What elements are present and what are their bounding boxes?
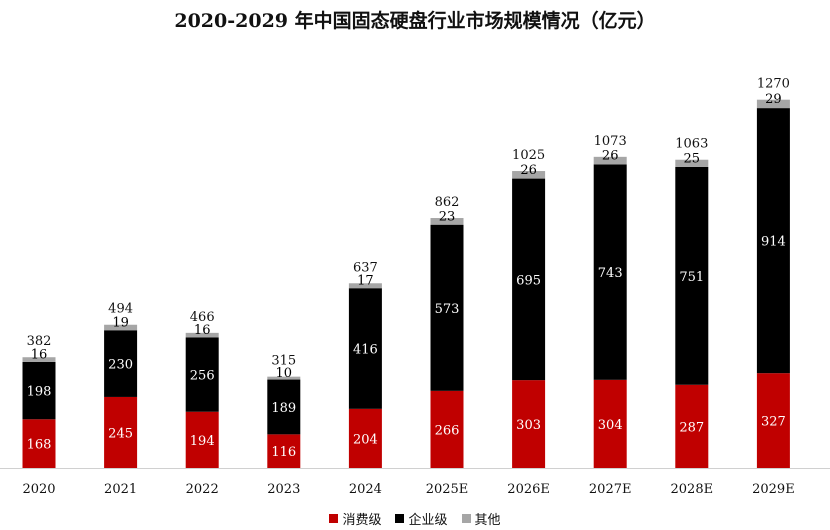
bar-segment-2025E-2: [430, 218, 464, 225]
legend-item-consumer: 消费级: [329, 509, 381, 528]
legend-label-other: 其他: [474, 513, 501, 528]
total-label-2022: 466: [190, 310, 215, 325]
data-label-2029E-0: 327: [761, 415, 786, 430]
bar-segment-2023-2: [267, 376, 301, 380]
data-label-2025E-1: 573: [435, 302, 460, 317]
data-label-2025E-2: 23: [439, 209, 456, 224]
total-label-2028E: 1063: [675, 137, 708, 152]
data-label-2028E-2: 25: [684, 151, 701, 166]
bar-segment-2023-0: [267, 434, 301, 468]
bar-segment-2022-0: [185, 411, 219, 468]
data-label-2029E-1: 914: [761, 235, 786, 250]
x-tick-label-2021: 2021: [104, 482, 137, 497]
x-tick-label-2024: 2024: [349, 482, 382, 497]
total-label-2025E: 862: [435, 195, 460, 210]
data-label-2028E-0: 287: [679, 420, 704, 435]
bar-segment-2027E-0: [593, 379, 627, 468]
x-tick-label-2028E: 2028E: [671, 482, 714, 497]
data-label-2026E-0: 303: [516, 418, 541, 433]
legend-swatch-other: [461, 514, 471, 523]
bar-segment-2026E-2: [512, 171, 546, 179]
data-label-2027E-0: 304: [598, 418, 623, 433]
bar-segment-2023-1: [267, 379, 301, 435]
data-label-2028E-1: 751: [679, 270, 704, 285]
data-label-2022-2: 16: [194, 323, 211, 338]
data-label-2025E-0: 266: [435, 423, 460, 438]
bar-segment-2024-0: [348, 408, 382, 468]
bar-segment-2024-2: [348, 283, 382, 289]
total-label-2024: 637: [353, 260, 378, 275]
bar-segment-2020-2: [22, 357, 56, 362]
bar-segment-2020-0: [22, 419, 56, 468]
legend-item-enterprise: 企业级: [395, 509, 448, 528]
bar-segment-2029E-0: [756, 373, 790, 468]
total-label-2020: 382: [27, 334, 52, 349]
data-label-2021-2: 19: [112, 315, 129, 330]
bar-segment-2029E-1: [756, 108, 790, 374]
bar-segment-2028E-2: [675, 159, 709, 167]
data-label-2021-1: 230: [108, 358, 133, 373]
x-tick-label-2022: 2022: [186, 482, 219, 497]
legend-label-consumer: 消费级: [342, 513, 382, 528]
bar-segment-2025E-1: [430, 224, 464, 391]
bar-segment-2021-0: [104, 396, 138, 468]
total-label-2023: 315: [271, 354, 296, 369]
data-label-2020-1: 198: [27, 385, 52, 400]
x-tick-label-2020: 2020: [22, 482, 55, 497]
bar-segment-2025E-0: [430, 390, 464, 468]
bar-segment-2024-1: [348, 288, 382, 409]
bar-segment-2026E-0: [512, 380, 546, 468]
data-label-2020-2: 16: [31, 348, 48, 363]
data-label-2020-0: 168: [27, 438, 52, 453]
data-label-2024-2: 17: [357, 274, 374, 289]
total-label-2021: 494: [108, 302, 133, 317]
bar-segment-2027E-1: [593, 164, 627, 380]
legend-swatch-consumer: [329, 514, 339, 523]
data-label-2022-1: 256: [190, 369, 215, 384]
x-tick-label-2025E: 2025E: [426, 482, 469, 497]
data-label-2023-2: 10: [276, 366, 293, 381]
x-tick-label-2023: 2023: [267, 482, 300, 497]
total-label-2029E: 1270: [757, 77, 790, 92]
bar-segment-2026E-1: [512, 178, 546, 381]
data-label-2022-0: 194: [190, 434, 215, 449]
bar-segment-2022-1: [185, 337, 219, 412]
x-tick-label-2027E: 2027E: [589, 482, 632, 497]
bar-segment-2028E-0: [675, 384, 709, 468]
data-label-2024-0: 204: [353, 432, 378, 447]
bar-segment-2021-1: [104, 330, 138, 397]
data-label-2023-1: 189: [271, 401, 296, 416]
bar-segment-2029E-2: [756, 99, 790, 109]
data-label-2021-0: 245: [108, 426, 133, 441]
bar-segment-2027E-2: [593, 156, 627, 165]
legend-swatch-enterprise: [395, 514, 405, 523]
data-label-2026E-2: 26: [520, 163, 537, 178]
data-label-2027E-1: 743: [598, 266, 623, 281]
data-label-2029E-2: 29: [765, 92, 782, 107]
legend-item-other: 其他: [461, 509, 501, 528]
bar-segment-2028E-1: [675, 166, 709, 385]
legend: 消费级 企业级 其他: [0, 509, 830, 528]
bar-segment-2020-1: [22, 361, 56, 420]
total-label-2027E: 1073: [594, 134, 627, 149]
data-label-2023-0: 116: [271, 445, 296, 460]
data-label-2024-1: 416: [353, 343, 378, 358]
data-label-2026E-1: 695: [516, 273, 541, 288]
bar-segment-2022-2: [185, 332, 219, 338]
bar-segment-2021-2: [104, 324, 138, 331]
chart-title: 2020-2029 年中国固态硬盘行业市场规模情况（亿元）: [174, 10, 656, 32]
legend-label-enterprise: 企业级: [408, 513, 448, 528]
x-tick-label-2026E: 2026E: [507, 482, 550, 497]
data-label-2027E-2: 26: [602, 149, 619, 164]
x-tick-label-2029E: 2029E: [752, 482, 795, 497]
total-label-2026E: 1025: [512, 148, 545, 163]
